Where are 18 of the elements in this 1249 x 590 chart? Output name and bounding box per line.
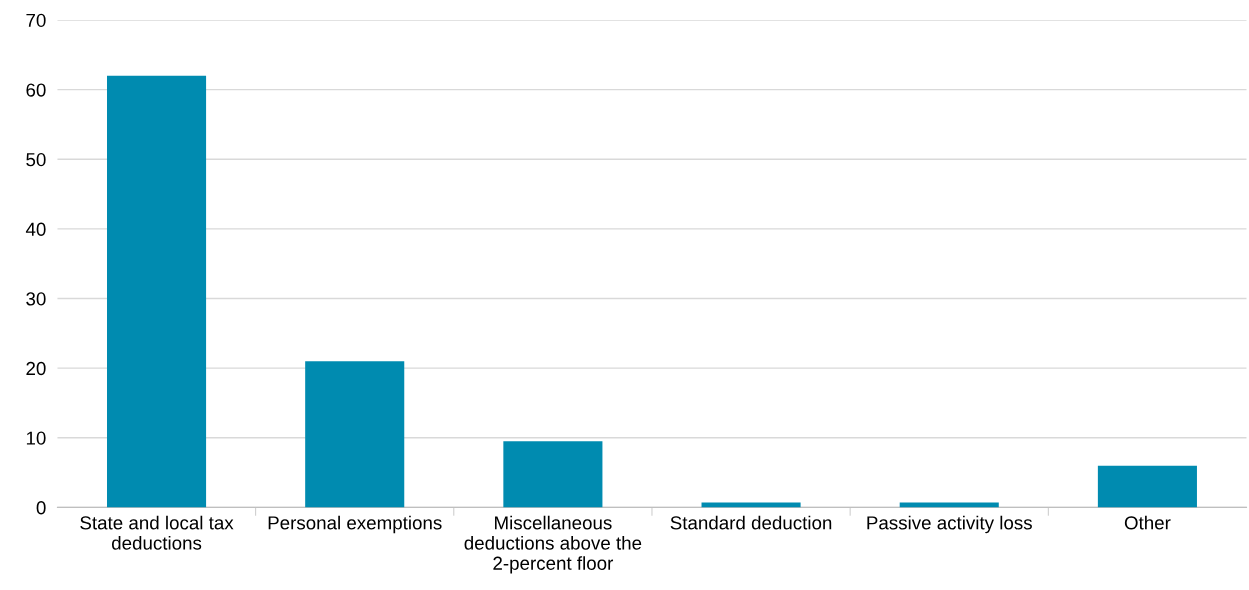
y-tick-label: 50 [26,153,46,167]
y-tick-label: 10 [26,431,46,445]
y-tick-label: 60 [26,83,46,97]
x-tick-label: State and local tax deductions [80,515,234,550]
bar [1097,465,1197,508]
bar [503,441,603,508]
x-tick-label: Miscellaneous deductions above the 2-percent floor [464,515,642,574]
x-tick-label: Passive activity loss [867,515,1032,534]
y-tick-label: 40 [25,222,46,236]
x-tick-label: Personal exemptions [268,515,442,534]
bar [305,361,405,508]
y-tick-label: 30 [26,292,46,306]
bar [107,75,207,508]
x-tick-label: Other [1124,515,1171,530]
y-tick-label: 20 [26,361,46,376]
y-tick-label: 0 [36,501,46,515]
x-tick-label: Standard deduction [670,515,832,530]
y-tick-label: 70 [26,13,46,28]
